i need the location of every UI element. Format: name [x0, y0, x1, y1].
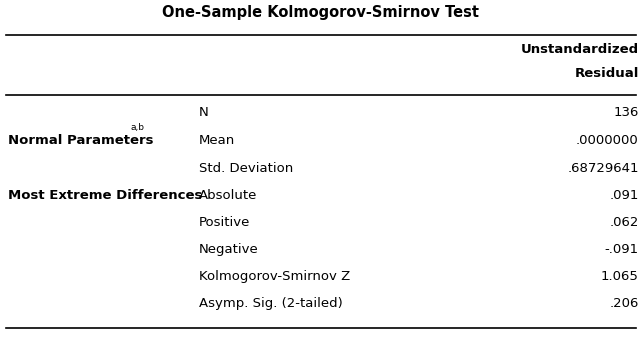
Text: Normal Parameters: Normal Parameters	[8, 134, 153, 147]
Text: N: N	[199, 106, 209, 119]
Text: Most Extreme Differences: Most Extreme Differences	[8, 189, 202, 202]
Text: One-Sample Kolmogorov-Smirnov Test: One-Sample Kolmogorov-Smirnov Test	[162, 5, 480, 20]
Text: Absolute: Absolute	[199, 189, 257, 202]
Text: .091: .091	[609, 189, 639, 202]
Text: Negative: Negative	[199, 243, 259, 256]
Text: Positive: Positive	[199, 216, 250, 229]
Text: Kolmogorov-Smirnov Z: Kolmogorov-Smirnov Z	[199, 270, 351, 283]
Text: 136: 136	[613, 106, 639, 119]
Text: Std. Deviation: Std. Deviation	[199, 163, 293, 175]
Text: Asymp. Sig. (2-tailed): Asymp. Sig. (2-tailed)	[199, 297, 343, 310]
Text: Mean: Mean	[199, 134, 235, 147]
Text: -.091: -.091	[605, 243, 639, 256]
Text: .062: .062	[609, 216, 639, 229]
Text: Unstandardized: Unstandardized	[521, 43, 639, 56]
Text: .206: .206	[609, 297, 639, 310]
Text: Residual: Residual	[575, 68, 639, 80]
Text: a,b: a,b	[131, 123, 145, 132]
Text: .0000000: .0000000	[576, 134, 639, 147]
Text: .68729641: .68729641	[568, 163, 639, 175]
Text: 1.065: 1.065	[601, 270, 639, 283]
